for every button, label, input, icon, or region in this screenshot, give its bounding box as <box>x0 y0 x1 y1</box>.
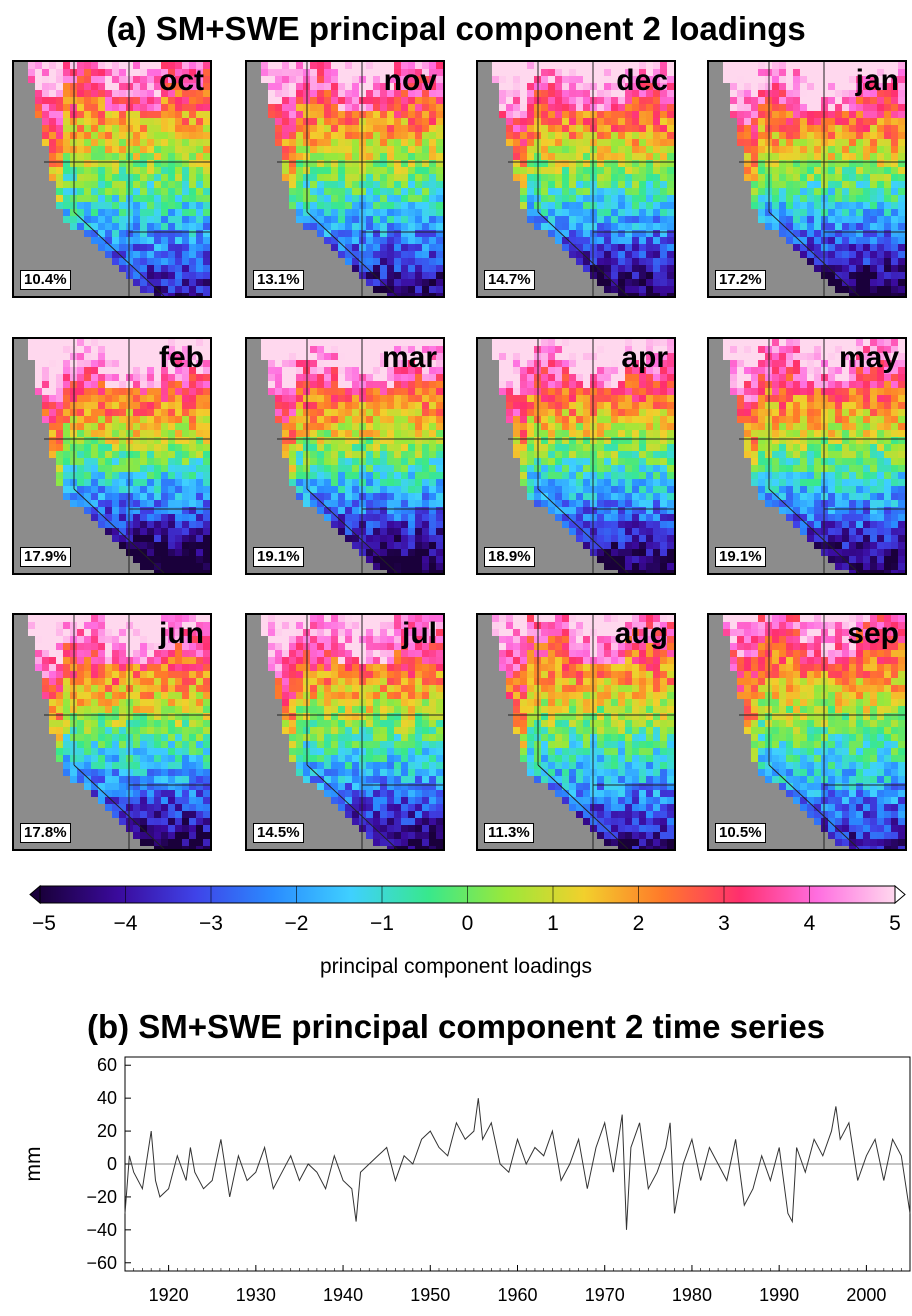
loadings-map-grid: oct 10.4% nov 13.1% dec 14.7% jan 17.2% feb 17.9%… <box>12 60 907 851</box>
x-tick-label: 1930 <box>236 1285 276 1305</box>
variance-percent-label: 17.8% <box>20 823 71 843</box>
variance-percent-label: 14.5% <box>253 823 304 843</box>
colorbar-tick-label: 3 <box>718 912 730 935</box>
colorbar-tick-label: 2 <box>633 912 645 935</box>
variance-percent-label: 11.3% <box>484 823 534 843</box>
x-tick-label: 1990 <box>759 1285 799 1305</box>
variance-percent-label: 18.9% <box>484 547 535 567</box>
y-tick-label: 0 <box>107 1154 117 1174</box>
month-label: mar <box>381 341 437 374</box>
colorbar-max-arrow <box>894 884 906 905</box>
colorbar-tick-label: −4 <box>114 912 138 935</box>
map-heatmap <box>492 615 674 849</box>
colorbar-tick-label: −5 <box>32 912 56 935</box>
variance-percent-label: 10.4% <box>20 270 71 290</box>
colorbar-tick-label: 0 <box>462 912 474 935</box>
month-label: oct <box>159 64 204 97</box>
panel-b-title: (b) SM+SWE principal component 2 time se… <box>86 1008 826 1045</box>
month-label: feb <box>159 341 204 374</box>
map-panel-jun: jun 17.8% <box>12 613 212 851</box>
colorbar-tick-label: −3 <box>199 912 223 935</box>
x-tick-label: 1920 <box>149 1285 189 1305</box>
y-axis-label: mm <box>22 1147 45 1182</box>
month-label: may <box>838 341 899 374</box>
x-tick-label: 2000 <box>846 1285 886 1305</box>
colorbar: −5 −4 −3 −2 −1 0 1 2 3 4 5 <box>29 884 906 935</box>
map-heatmap <box>723 339 905 573</box>
x-tick-label: 1940 <box>323 1285 363 1305</box>
map-heatmap <box>28 339 210 573</box>
colorbar-min-arrow <box>29 884 41 905</box>
map-heatmap <box>28 62 210 296</box>
colorbar-tick-label: 1 <box>547 912 559 935</box>
month-label: apr <box>621 341 668 374</box>
variance-percent-label: 19.1% <box>715 547 766 567</box>
colorbar-tick-label: 5 <box>889 912 901 935</box>
month-label: jun <box>159 617 204 650</box>
map-heatmap <box>28 615 210 849</box>
map-heatmap <box>492 62 674 296</box>
variance-percent-label: 19.1% <box>253 547 304 567</box>
map-heatmap <box>261 339 443 573</box>
map-panel-oct: oct 10.4% <box>12 60 212 298</box>
map-panel-feb: feb 17.9% <box>12 337 212 575</box>
map-panel-mar: mar 19.1% <box>245 337 445 575</box>
x-tick-label: 1950 <box>410 1285 450 1305</box>
x-tick-label: 1970 <box>585 1285 625 1305</box>
month-label: nov <box>383 64 437 97</box>
y-tick-label: −20 <box>86 1187 117 1207</box>
y-tick-label: 20 <box>97 1121 117 1141</box>
colorbar-tick-label: −1 <box>370 912 394 935</box>
y-tick-label: 60 <box>97 1055 117 1075</box>
month-label: jul <box>402 617 437 650</box>
variance-percent-label: 10.5% <box>715 823 766 843</box>
y-tick-label: −60 <box>86 1253 117 1273</box>
series-line <box>124 1098 911 1230</box>
map-panel-may: may 19.1% <box>707 337 907 575</box>
x-tick-label: 1980 <box>672 1285 712 1305</box>
map-panel-sep: sep 10.5% <box>707 613 907 851</box>
time-series-chart: −60 −40 −20 0 20 40 60 1920 1930 1940 1950 1960 1970… <box>22 1055 911 1305</box>
y-tick-label: −40 <box>86 1220 117 1240</box>
map-panel-aug: aug 11.3% <box>476 613 676 851</box>
x-tick-label: 1960 <box>497 1285 537 1305</box>
month-label: sep <box>847 617 899 650</box>
variance-percent-label: 17.2% <box>715 270 766 290</box>
map-panel-dec: dec 14.7% <box>476 60 676 298</box>
panel-a-title: (a) SM+SWE principal component 2 loading… <box>106 10 806 47</box>
colorbar-label: principal component loadings <box>319 955 592 978</box>
map-panel-nov: nov 13.1% <box>245 60 445 298</box>
variance-percent-label: 14.7% <box>484 270 535 290</box>
map-heatmap <box>723 615 905 849</box>
map-heatmap <box>261 62 443 296</box>
map-heatmap <box>492 339 674 573</box>
colorbar-tick-label: 4 <box>804 912 816 935</box>
map-heatmap <box>261 615 443 849</box>
colorbar-tick-label: −2 <box>285 912 309 935</box>
month-label: aug <box>614 617 668 650</box>
map-panel-jul: jul 14.5% <box>245 613 445 851</box>
map-panel-apr: apr 18.9% <box>476 337 676 575</box>
variance-percent-label: 17.9% <box>20 547 71 567</box>
month-label: dec <box>616 64 668 97</box>
y-tick-label: 40 <box>97 1088 117 1108</box>
map-heatmap <box>723 62 905 296</box>
month-label: jan <box>855 64 899 97</box>
map-panel-jan: jan 17.2% <box>707 60 907 298</box>
variance-percent-label: 13.1% <box>253 270 304 290</box>
